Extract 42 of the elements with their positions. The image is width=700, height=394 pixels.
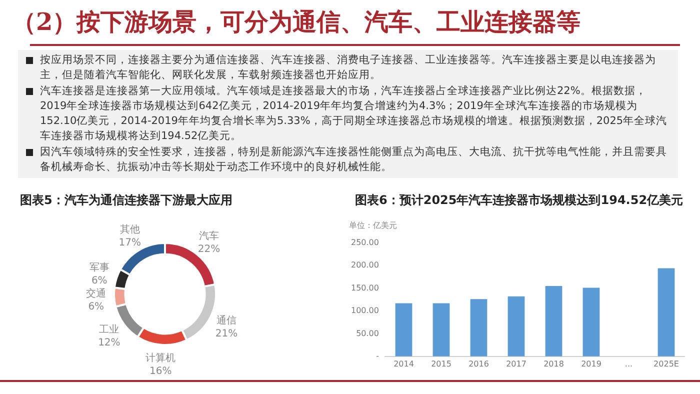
bar bbox=[545, 286, 562, 356]
text: 汽车连接器是连接器第一大应用领域。汽车领域是连接器最大的市场，汽车连接器占全球连接器产业比例达22%。根据数据，2019年全球连接器市场规模达到642亿美元，2014-2019年年均复合增速约为4.3%；2019年全球汽车连接器的市场规模为152.10亿美元，2014-2019年年均复合增长率为5.33%，高于同期全球连接器总市场规模的增速。根据预测数据，2025年全球汽车连接器市场规模将达到194.52亿美元。 bbox=[40, 84, 668, 144]
x-tick-label: 2019 bbox=[581, 359, 602, 368]
slice-label: 通信 bbox=[216, 314, 236, 326]
text: （2）按下游场景，可分为通信、汽车、工业连接器等 bbox=[12, 6, 581, 38]
bar bbox=[582, 288, 600, 356]
x-tick-label: 2018 bbox=[544, 359, 564, 368]
data-label: 21% bbox=[215, 328, 238, 340]
y-tick-label: 50.00 bbox=[356, 328, 379, 338]
slice-label: 工业 bbox=[99, 324, 120, 336]
text: 因汽车领域特殊的安全性要求，连接器，特别是新能源汽车连接器性能侧重点为高电压、大电流、抗干扰等电气性能，并且需要具备机械寿命长、抗振动冲击等长期处于动态工作环境中的良好机械性能。 bbox=[40, 145, 668, 175]
y-tick-label: - bbox=[376, 351, 380, 360]
chart-title: 图表6：预计2025年汽车连接器市场规模达到194.52亿美元 bbox=[355, 192, 684, 209]
y-tick-label: 150.00 bbox=[350, 283, 379, 292]
slice-label: 其他 bbox=[120, 224, 140, 236]
y-tick-label: 250.00 bbox=[350, 238, 379, 247]
data-label: 6% bbox=[88, 301, 104, 312]
bar bbox=[470, 299, 488, 356]
bar bbox=[432, 303, 450, 356]
bar bbox=[395, 303, 412, 356]
x-tick-label: 2015 bbox=[431, 359, 452, 368]
slice-label: 汽车 bbox=[198, 230, 219, 242]
x-tick-label: 2016 bbox=[468, 359, 489, 368]
data-label: 16% bbox=[150, 366, 172, 377]
y-tick-label: 100.00 bbox=[350, 306, 379, 316]
y-tick-label: 200.00 bbox=[350, 260, 379, 270]
bar bbox=[658, 268, 675, 356]
data-label: 6% bbox=[91, 276, 108, 287]
data-label: 12% bbox=[98, 338, 120, 349]
data-label: 17% bbox=[118, 238, 141, 249]
slice-label: 军事 bbox=[89, 262, 110, 274]
x-tick-label: 2017 bbox=[506, 359, 526, 368]
x-tick-label: 2025E bbox=[654, 359, 679, 368]
x-tick-label: ... bbox=[624, 359, 633, 368]
slice-label: 计算机 bbox=[146, 352, 176, 364]
bar bbox=[508, 296, 525, 356]
chart-title: 图表5：汽车为通信连接器下游最大应用 bbox=[20, 192, 232, 209]
text: 按应用场景不同，连接器主要分为通信连接器、汽车连接器、消费电子连接器、工业连接器等。汽车连接器主要是以电连接器为主，但是随着汽车智能化、网联化发展，车载射频连接器也开始应用。 bbox=[40, 53, 657, 83]
y-axis-title: 单位：亿美元 bbox=[349, 220, 397, 231]
slice-label: 交通 bbox=[86, 287, 106, 300]
x-tick-label: 2014 bbox=[394, 359, 414, 368]
data-label: 22% bbox=[198, 244, 220, 255]
